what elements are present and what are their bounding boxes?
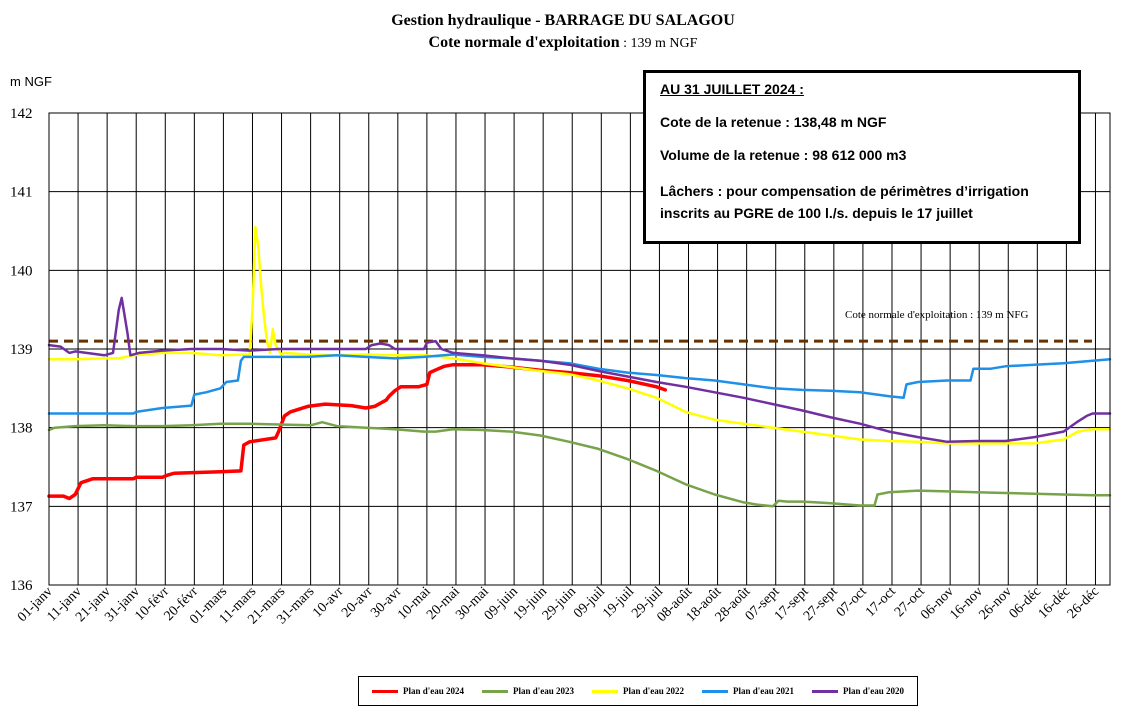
- x-tick-label: 20-avr: [339, 584, 376, 621]
- info-lachers-line1: Lâchers : pour compensation de périmètre…: [660, 183, 1029, 199]
- legend-label: Plan d'eau 2021: [733, 686, 795, 696]
- x-tick-label: 29-juin: [540, 584, 579, 623]
- legend-item: Plan d'eau 2023: [481, 686, 574, 696]
- y-axis-label: m NGF: [10, 74, 52, 89]
- series-group: [47, 225, 1112, 508]
- x-tick-label: 17-oct: [863, 584, 899, 620]
- y-tick-label: 141: [10, 185, 33, 201]
- series-line-2021: [47, 353, 1112, 415]
- x-tick-label: 06-déc: [1007, 584, 1045, 622]
- legend-swatch: [702, 689, 728, 693]
- legend-item: Plan d'eau 2021: [702, 686, 794, 696]
- subtitle-value: : 139 m NGF: [619, 36, 698, 51]
- y-tick-label: 137: [10, 499, 33, 515]
- legend-item: Plan d'eau 2020: [812, 686, 904, 696]
- x-tick-label: 26-nov: [976, 584, 1015, 623]
- axes: [48, 112, 1111, 586]
- chart-subtitle: Cote normale d'exploitation : 139 m NGF: [0, 34, 1126, 52]
- legend-item: Plan d'eau 2024: [371, 686, 464, 696]
- y-tick-label: 142: [10, 106, 33, 122]
- x-tick-label: 19-juil: [600, 584, 637, 621]
- legend: Plan d'eau 2024 Plan d'eau 2023 Plan d'eau…: [358, 676, 918, 706]
- x-tick-label: 16-déc: [1036, 584, 1074, 622]
- legend-item: Plan d'eau 2022: [591, 686, 684, 696]
- y-tick-labels: 136 137 138 139 140 141 142: [10, 106, 33, 594]
- y-tick-label: 136: [10, 578, 33, 594]
- subtitle-text: Cote normale d'exploitation: [428, 34, 620, 51]
- chart-title: Gestion hydraulique - BARRAGE DU SALAGOU: [391, 12, 735, 29]
- x-tick-labels: 01-janv11-janv21-janv31-janv10-févr20-fé…: [15, 584, 1102, 627]
- legend-swatch: [812, 689, 839, 693]
- series-line-2022: [47, 225, 1112, 445]
- x-tick-label: 10-avr: [310, 584, 347, 621]
- series-line-2024: [47, 362, 668, 501]
- y-tick-label: 139: [10, 342, 33, 358]
- y-tick-label: 138: [10, 421, 33, 437]
- legend-swatch: [481, 689, 508, 693]
- plot-frame: [48, 112, 1111, 586]
- info-volume: Volume de la retenue : 98 612 000 m3: [660, 147, 907, 163]
- series-line-2023: [47, 420, 1112, 508]
- legend-label: Plan d'eau 2024: [402, 686, 464, 696]
- x-tick-label: 07-oct: [834, 584, 870, 620]
- info-lachers-line2: inscrits au PGRE de 100 l./s. depuis le …: [660, 205, 973, 221]
- reference-line-label: Cote normale d'exploitation : 139 m NFG: [845, 309, 1029, 321]
- x-tick-label: 09-juil: [571, 584, 608, 621]
- x-tick-label: 26-déc: [1065, 584, 1103, 622]
- legend-swatch: [371, 689, 398, 693]
- reference-line-group: Cote normale d'exploitation : 139 m NFG: [49, 309, 1092, 343]
- legend-label: Plan d'eau 2023: [512, 686, 574, 696]
- legend-label: Plan d'eau 2020: [843, 686, 905, 696]
- info-cote: Cote de la retenue : 138,48 m NGF: [660, 114, 887, 130]
- legend-label: Plan d'eau 2022: [622, 686, 684, 696]
- legend-swatch: [591, 689, 618, 693]
- series-line-2020: [47, 296, 1112, 444]
- info-box: AU 31 JUILLET 2024 : Cote de la retenue …: [643, 70, 1081, 244]
- info-date: AU 31 JUILLET 2024 :: [660, 81, 804, 97]
- y-tick-label: 140: [10, 263, 33, 279]
